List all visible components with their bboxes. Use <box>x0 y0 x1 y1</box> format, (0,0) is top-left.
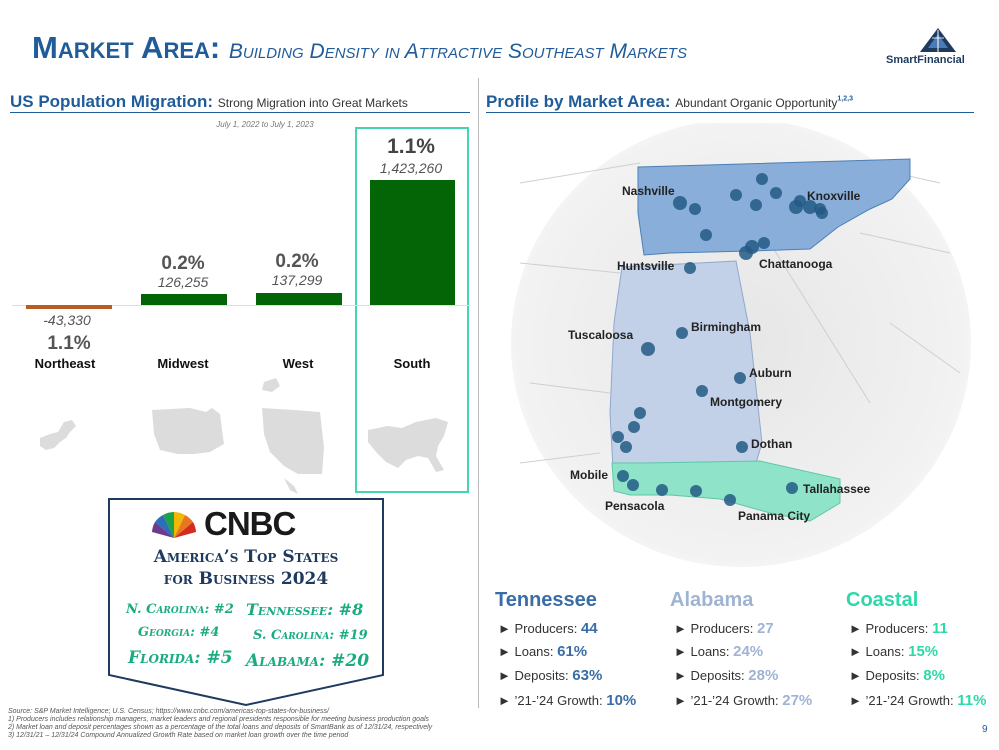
tn-deposits: ► Deposits: 63% <box>498 667 603 684</box>
co-deposits: ► Deposits: 8% <box>849 667 945 684</box>
tn-growth: ► ’21-’24 Growth: 10% <box>498 692 637 709</box>
bar-west <box>256 292 342 305</box>
city-label-auburn: Auburn <box>749 366 792 380</box>
city-label-tallahassee: Tallahassee <box>803 482 871 496</box>
rank-south-carolina: S. Carolina: #19 <box>253 628 368 643</box>
title-subtitle: Building Density in Attractive Southeast… <box>228 40 687 63</box>
bar-northeast <box>26 305 112 309</box>
migration-subtitle: Strong Migration into Great Markets <box>217 96 408 110</box>
al-growth: ► ’21-’24 Growth: 27% <box>674 692 813 709</box>
region-label-south: South <box>393 356 431 371</box>
city-label-knoxville: Knoxville <box>807 189 861 203</box>
section-rule-left <box>10 112 470 113</box>
rank-alabama: Alabama: #20 <box>246 651 370 671</box>
rank-georgia: Georgia: #4 <box>138 625 220 640</box>
value-label-midwest: 126,255 <box>157 274 209 290</box>
midwest-map-icon <box>152 408 224 454</box>
profile-title: Profile by Market Area: <box>486 92 671 111</box>
tn-producers: ► Producers: 44 <box>498 620 598 637</box>
west-map-icon <box>262 378 324 494</box>
nbc-peacock-icon <box>152 512 196 538</box>
pct-label-south: 1.1% <box>387 135 435 158</box>
rank-florida: Florida: #5 <box>128 648 233 668</box>
al-deposits: ► Deposits: 28% <box>674 667 779 684</box>
region-label-midwest: Midwest <box>157 356 209 371</box>
migration-title: US Population Migration: <box>10 92 214 111</box>
market-name-tennessee: Tennessee <box>495 589 597 611</box>
coastal-region <box>611 460 841 522</box>
market-name-coastal: Coastal <box>846 589 919 611</box>
co-growth: ► ’21-’24 Growth: 11% <box>849 692 987 709</box>
cnbc-heading-line2: for Business 2024 <box>163 569 329 589</box>
al-producers: ► Producers: 27 <box>674 620 774 637</box>
footnote-3: 3) 12/31/21 – 12/31/24 Compound Annualiz… <box>8 732 349 739</box>
cnbc-brand: CNBC <box>204 505 296 542</box>
smartfinancial-logo-icon <box>920 28 956 52</box>
title-main: Market Area: <box>32 30 221 65</box>
co-loans: ► Loans: 15% <box>849 643 939 660</box>
profile-subtitle: Abundant Organic Opportunity <box>675 96 838 110</box>
migration-period: July 1, 2022 to July 1, 2023 <box>216 120 314 129</box>
pct-label-northeast: 1.1% <box>47 333 91 354</box>
chart-baseline <box>12 305 470 306</box>
footnote-1: 1) Producers includes relationship manag… <box>8 716 430 723</box>
market-name-alabama: Alabama <box>670 589 754 611</box>
migration-section-title: US Population Migration: Strong Migratio… <box>10 92 408 112</box>
bar-midwest <box>141 293 227 305</box>
rank-tennessee: Tennessee: #8 <box>246 600 364 619</box>
footnote-source: Source: S&P Market Intelligence; U.S. Ce… <box>8 708 329 715</box>
city-label-huntsville: Huntsville <box>617 259 675 273</box>
city-label-tuscaloosa: Tuscaloosa <box>568 328 634 342</box>
rank-north-carolina: N. Carolina: #2 <box>126 602 234 617</box>
northeast-map-icon <box>40 420 76 450</box>
tn-loans: ► Loans: 61% <box>498 643 588 660</box>
page-title: Market Area: Building Density in Attract… <box>32 30 687 66</box>
city-label-mobile: Mobile <box>570 468 608 482</box>
pct-label-midwest: 0.2% <box>161 253 205 274</box>
profile-superscript: 1,2,3 <box>837 95 853 103</box>
co-producers: ► Producers: 11 <box>849 620 948 637</box>
region-label-northeast: Northeast <box>34 356 96 371</box>
logo-text: SmartFinancial <box>886 54 965 66</box>
region-label-west: West <box>282 356 314 371</box>
branch-dots <box>612 173 828 506</box>
cnbc-heading-line1: America’s Top States <box>153 547 339 567</box>
south-map-icon <box>368 418 448 472</box>
al-loans: ► Loans: 24% <box>674 643 764 660</box>
bar-south <box>370 180 455 305</box>
city-label-montgomery: Montgomery <box>710 395 782 409</box>
cnbc-banner <box>108 498 384 707</box>
city-label-chattanooga: Chattanooga <box>759 257 833 271</box>
city-label-panama-city: Panama City <box>738 509 811 523</box>
city-label-pensacola: Pensacola <box>605 499 665 513</box>
profile-section-title: Profile by Market Area: Abundant Organic… <box>486 92 853 112</box>
city-label-nashville: Nashville <box>622 184 675 198</box>
value-label-northeast: -43,330 <box>43 312 91 328</box>
market-area-map <box>511 123 971 567</box>
section-rule-right <box>486 112 974 113</box>
value-label-south: 1,423,260 <box>379 160 443 176</box>
city-label-birmingham: Birmingham <box>691 320 762 334</box>
page-number: 9 <box>982 724 988 735</box>
south-highlight-box <box>355 127 469 493</box>
section-divider <box>478 78 479 708</box>
pct-label-west: 0.2% <box>275 251 319 272</box>
value-label-west: 137,299 <box>271 272 323 288</box>
footnote-2: 2) Market loan and deposit percentages s… <box>8 724 433 731</box>
city-label-dothan: Dothan <box>751 437 793 451</box>
